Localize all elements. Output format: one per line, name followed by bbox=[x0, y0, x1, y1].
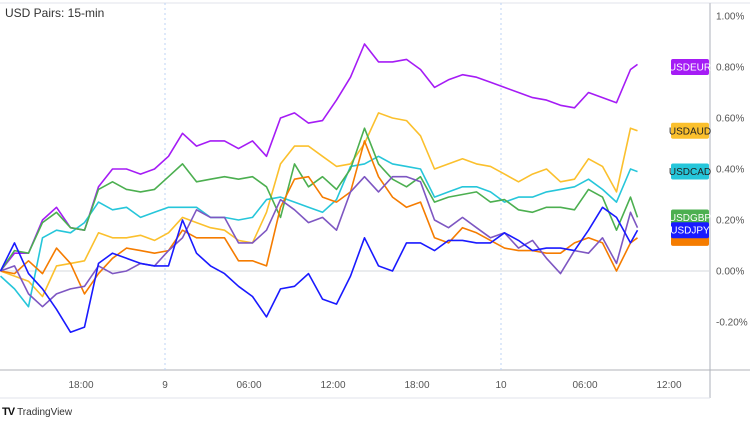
price-label-box bbox=[671, 209, 709, 226]
y-tick-label: 0.60% bbox=[716, 114, 744, 125]
price-label-text: USDAUD bbox=[669, 126, 711, 137]
price-label-text: USDCAD bbox=[669, 167, 711, 178]
chart-canvas[interactable]: USDEUR USDAUD USDCAD USDGBP USDJPY 1.00% 0.80… bbox=[0, 0, 750, 400]
x-tick-label: 10 bbox=[495, 380, 507, 391]
y-tick-label: 0.40% bbox=[716, 165, 744, 176]
price-label-usdaud: USDAUD bbox=[669, 122, 711, 139]
price-label-usdgbp: USDGBP bbox=[669, 209, 712, 226]
x-tick-label: 06:00 bbox=[236, 380, 261, 391]
series-line-usdaud[interactable] bbox=[0, 112, 638, 298]
x-tick-label: 06:00 bbox=[572, 380, 597, 391]
series-line-usdgbp[interactable] bbox=[0, 127, 639, 272]
brand-name: TradingView bbox=[17, 406, 73, 418]
price-label-text: USDJPY bbox=[670, 226, 710, 237]
y-tick-label: 0.20% bbox=[716, 216, 744, 227]
tradingview-logo[interactable]: TV TradingView bbox=[2, 406, 72, 418]
price-label-usdeur: USDEUR bbox=[669, 59, 711, 75]
x-tick-label: 9 bbox=[162, 380, 168, 391]
series-line-usdjpy[interactable] bbox=[0, 206, 639, 334]
price-label-usdcad: USDCAD bbox=[669, 163, 711, 180]
x-tick-label: 12:00 bbox=[656, 380, 681, 391]
price-label-text: USDEUR bbox=[669, 63, 711, 74]
y-tick-label: -0.20% bbox=[716, 318, 748, 329]
price-label-box bbox=[671, 59, 709, 75]
price-label-box bbox=[671, 163, 709, 180]
series-line-usdcad[interactable] bbox=[0, 155, 638, 308]
y-tick-label: 0.00% bbox=[716, 267, 744, 278]
series-line-unlabeled-5[interactable] bbox=[0, 175, 639, 308]
price-label-box bbox=[671, 122, 709, 139]
x-tick-label: 18:00 bbox=[404, 380, 429, 391]
series-line-unlabeled-4[interactable] bbox=[0, 140, 638, 295]
series-line-usdeur[interactable] bbox=[0, 43, 638, 272]
y-tick-label: 1.00% bbox=[716, 12, 744, 23]
price-label-box bbox=[671, 222, 709, 239]
price-label-usdjpy: USDJPY bbox=[670, 222, 710, 239]
price-label-text: USDGBP bbox=[669, 213, 712, 224]
tradingview-logo-icon: TV bbox=[2, 406, 15, 418]
x-tick-label: 12:00 bbox=[320, 380, 345, 391]
chart-title: USD Pairs: 15-min bbox=[5, 6, 105, 20]
y-tick-label: 0.80% bbox=[716, 63, 744, 74]
x-tick-label: 18:00 bbox=[68, 380, 93, 391]
